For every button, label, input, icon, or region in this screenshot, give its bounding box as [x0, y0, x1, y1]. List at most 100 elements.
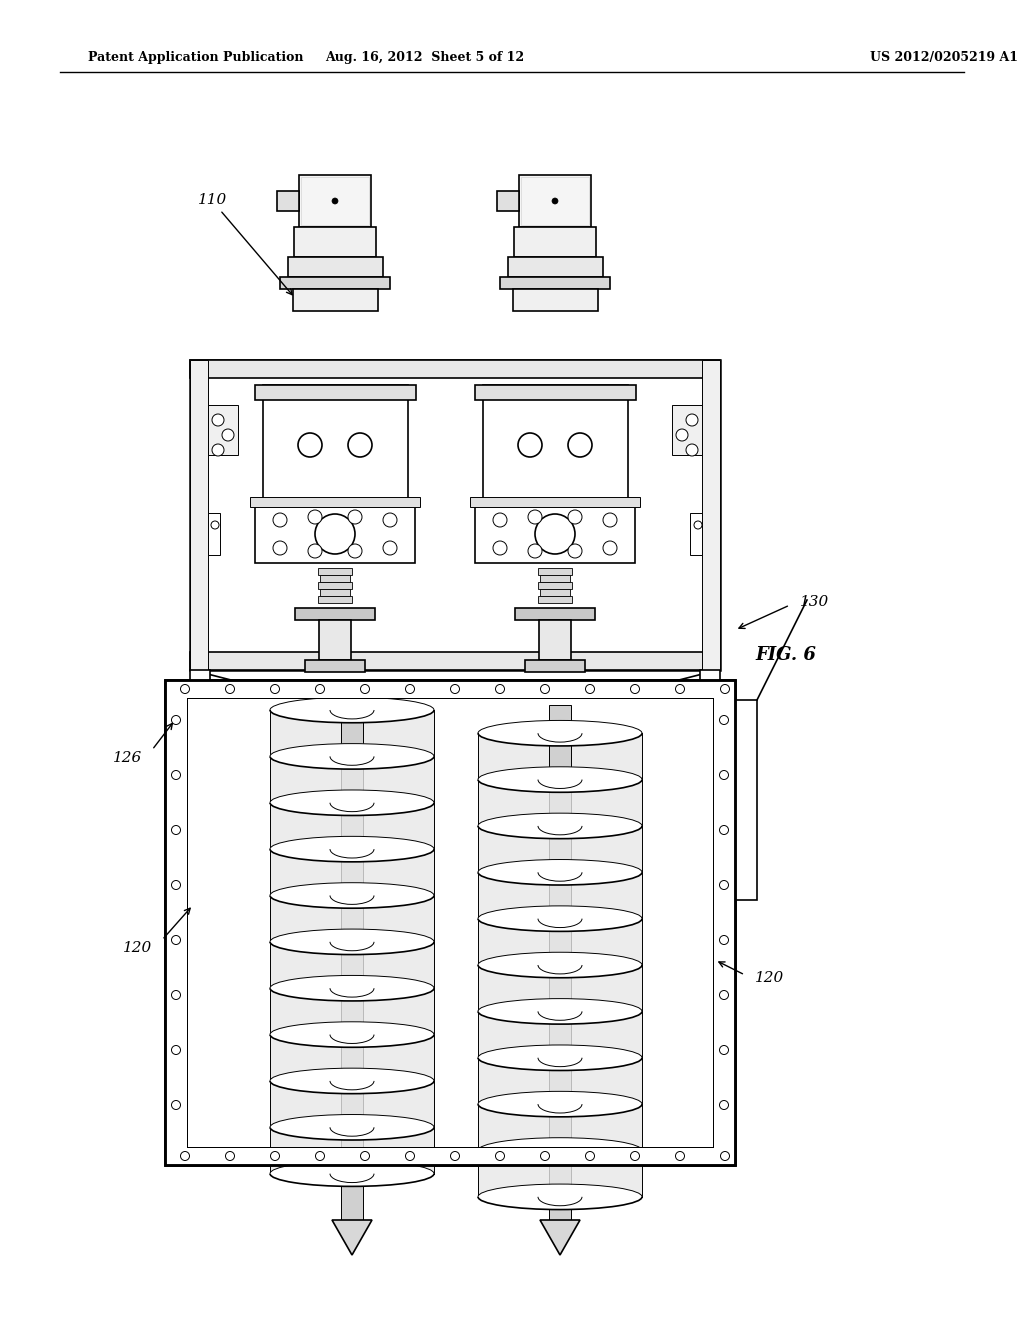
Circle shape [496, 1151, 505, 1160]
Circle shape [270, 1151, 280, 1160]
Circle shape [171, 1045, 180, 1055]
Circle shape [171, 1101, 180, 1110]
Circle shape [676, 1151, 684, 1160]
Circle shape [211, 521, 219, 529]
Circle shape [496, 1151, 505, 1160]
Circle shape [631, 685, 640, 693]
Polygon shape [478, 1045, 642, 1104]
Ellipse shape [478, 859, 642, 884]
Circle shape [720, 825, 728, 834]
Bar [475, 506, 635, 564]
Ellipse shape [478, 767, 642, 792]
Circle shape [180, 1151, 189, 1160]
Circle shape [568, 433, 592, 457]
Circle shape [451, 685, 460, 693]
Bar [255, 506, 415, 564]
Circle shape [171, 990, 180, 999]
Bar [318, 568, 352, 576]
Bar [318, 597, 352, 603]
Text: 130: 130 [800, 595, 829, 609]
Circle shape [383, 541, 397, 554]
Circle shape [535, 513, 575, 554]
Circle shape [720, 715, 728, 725]
Polygon shape [478, 859, 642, 919]
Polygon shape [478, 1138, 642, 1197]
Bar [278, 191, 299, 211]
Bar [341, 705, 362, 1225]
Bar [187, 698, 713, 1147]
Circle shape [315, 513, 355, 554]
Bar [190, 360, 720, 671]
Polygon shape [478, 906, 642, 965]
Bar [299, 176, 371, 227]
Ellipse shape [478, 1092, 642, 1117]
Circle shape [212, 444, 224, 455]
Polygon shape [332, 1220, 372, 1255]
Bar [713, 680, 735, 1166]
Circle shape [720, 936, 728, 945]
Circle shape [528, 544, 542, 558]
Ellipse shape [270, 1160, 434, 1187]
Circle shape [180, 685, 189, 693]
Circle shape [406, 1151, 415, 1160]
Circle shape [171, 880, 180, 890]
Circle shape [720, 1101, 728, 1110]
Circle shape [541, 1151, 550, 1160]
Circle shape [360, 685, 370, 693]
Bar [208, 513, 220, 554]
Bar [735, 700, 757, 900]
Bar [190, 652, 720, 671]
Circle shape [348, 433, 372, 457]
Circle shape [171, 825, 180, 834]
Bar [525, 660, 585, 672]
Circle shape [171, 990, 180, 999]
Circle shape [383, 513, 397, 527]
Polygon shape [478, 721, 642, 780]
Ellipse shape [478, 813, 642, 838]
Circle shape [348, 544, 362, 558]
Circle shape [171, 771, 180, 780]
Circle shape [171, 715, 180, 725]
Circle shape [586, 685, 595, 693]
Circle shape [720, 880, 728, 890]
Ellipse shape [270, 929, 434, 954]
Bar [513, 289, 598, 312]
Text: FIG. 6: FIG. 6 [755, 645, 816, 664]
Ellipse shape [270, 975, 434, 1001]
Polygon shape [478, 952, 642, 1011]
Bar [319, 589, 350, 597]
Circle shape [171, 1045, 180, 1055]
Circle shape [171, 771, 180, 780]
Bar [293, 289, 378, 312]
Ellipse shape [270, 837, 434, 862]
Bar [672, 405, 702, 455]
Bar [165, 680, 735, 698]
Circle shape [171, 936, 180, 945]
Circle shape [332, 198, 338, 205]
Circle shape [225, 1151, 234, 1160]
Ellipse shape [270, 1114, 434, 1140]
Circle shape [270, 1151, 280, 1160]
Circle shape [586, 1151, 595, 1160]
Ellipse shape [478, 952, 642, 978]
Bar [187, 698, 713, 1147]
Polygon shape [270, 1068, 434, 1127]
Bar [514, 227, 596, 257]
Circle shape [720, 990, 728, 999]
Circle shape [225, 1151, 234, 1160]
Polygon shape [270, 837, 434, 895]
Bar [295, 609, 375, 620]
Circle shape [308, 544, 322, 558]
Bar [508, 257, 603, 277]
Circle shape [586, 1151, 595, 1160]
Bar [288, 257, 383, 277]
Bar [255, 385, 416, 400]
Bar [190, 360, 208, 671]
Bar [540, 589, 570, 597]
Circle shape [568, 510, 582, 524]
Bar [538, 597, 572, 603]
Bar [208, 405, 238, 455]
Circle shape [721, 685, 729, 693]
Circle shape [603, 513, 617, 527]
Bar [294, 227, 376, 257]
